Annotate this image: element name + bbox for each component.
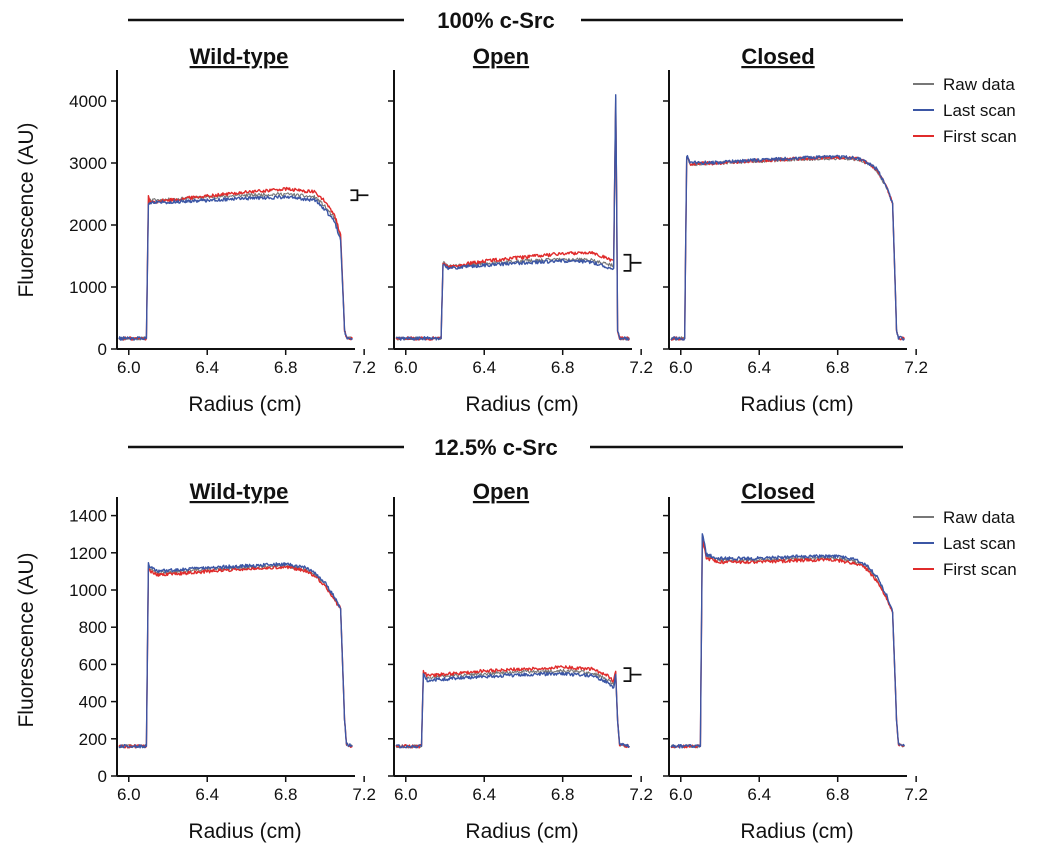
- x-tick-label: 6.8: [551, 785, 575, 804]
- series-line: [671, 155, 905, 341]
- y-tick-label: 800: [79, 618, 107, 637]
- group-header-bottom: 12.5% c-Src: [128, 435, 903, 460]
- scan-range-bracket: [350, 189, 369, 202]
- legend-label: Last scan: [943, 101, 1016, 120]
- x-tick-label: 7.2: [352, 358, 376, 377]
- x-axis-label: Radius (cm): [188, 393, 301, 416]
- series-line: [395, 94, 630, 341]
- y-tick-label: 600: [79, 655, 107, 674]
- series-line: [395, 668, 630, 749]
- series-line: [670, 533, 906, 749]
- panel-title: Wild-type: [190, 44, 289, 69]
- group-title: 12.5% c-Src: [434, 435, 558, 460]
- y-axis-label: Fluorescence (AU): [15, 552, 38, 727]
- legend-top: Raw data Last scan First scan: [913, 75, 1017, 146]
- series-line: [670, 536, 905, 749]
- x-tick-label: 6.4: [195, 785, 219, 804]
- y-tick-label: 1000: [69, 581, 107, 600]
- series-line: [118, 194, 353, 341]
- x-tick-label: 7.2: [904, 785, 928, 804]
- x-tick-label: 6.4: [195, 358, 219, 377]
- plot-panel: 6.0 6.4 6.8 7.2: [663, 70, 928, 377]
- plot-panel: 6.0 6.4 6.8 7.2: [388, 497, 653, 804]
- group-title: 100% c-Src: [437, 8, 554, 33]
- x-tick-label: 6.0: [117, 358, 141, 377]
- scan-range-bracket: [623, 253, 642, 272]
- group-header-top: 100% c-Src: [128, 8, 903, 33]
- x-tick-label: 6.8: [274, 785, 298, 804]
- legend-label: First scan: [943, 127, 1017, 146]
- y-tick-label: 1200: [69, 544, 107, 563]
- series-line: [395, 665, 630, 749]
- series-line: [118, 562, 353, 749]
- x-axis-label: Radius (cm): [188, 820, 301, 843]
- scan-range-bracket: [623, 667, 642, 683]
- x-tick-label: 6.0: [394, 785, 418, 804]
- x-tick-label: 7.2: [352, 785, 376, 804]
- plot-panel: 6.0 6.4 6.8 7.2: [663, 497, 928, 804]
- y-tick-label: 400: [79, 693, 107, 712]
- x-tick-label: 6.8: [274, 358, 298, 377]
- legend-label: Raw data: [943, 508, 1015, 527]
- y-tick-label: 200: [79, 730, 107, 749]
- x-tick-label: 6.0: [669, 358, 693, 377]
- y-axis-label: Fluorescence (AU): [15, 122, 38, 297]
- x-tick-label: 6.8: [551, 358, 575, 377]
- x-tick-label: 6.4: [747, 785, 771, 804]
- y-tick-label: 0: [98, 767, 107, 786]
- series-line: [670, 154, 906, 341]
- panel-title: Closed: [741, 44, 814, 69]
- x-tick-label: 7.2: [904, 358, 928, 377]
- legend-label: Last scan: [943, 534, 1016, 553]
- x-tick-label: 6.0: [669, 785, 693, 804]
- series-line: [118, 186, 353, 341]
- series-line: [670, 156, 905, 341]
- series-line: [118, 565, 353, 749]
- y-tick-label: 1400: [69, 507, 107, 526]
- panel-title: Open: [473, 44, 529, 69]
- y-tick-label: 3000: [69, 154, 107, 173]
- x-tick-label: 6.4: [472, 785, 496, 804]
- x-tick-label: 6.4: [747, 358, 771, 377]
- y-tick-label: 2000: [69, 216, 107, 235]
- panel-title: Wild-type: [190, 479, 289, 504]
- panel-title: Open: [473, 479, 529, 504]
- x-tick-label: 6.8: [826, 785, 850, 804]
- x-axis-label: Radius (cm): [740, 393, 853, 416]
- y-tick-label: 4000: [69, 92, 107, 111]
- x-tick-label: 6.0: [394, 358, 418, 377]
- legend-label: Raw data: [943, 75, 1015, 94]
- series-line: [395, 100, 631, 341]
- series-line: [395, 97, 630, 341]
- y-tick-label: 0: [98, 340, 107, 359]
- x-axis-label: Radius (cm): [465, 820, 578, 843]
- panel-title: Closed: [741, 479, 814, 504]
- series-line: [119, 563, 353, 749]
- series-line: [118, 192, 353, 341]
- y-tick-label: 1000: [69, 278, 107, 297]
- plot-panel: 6.0 6.4 6.8 7.2 0 200 400 600 800 1000 1200 1400: [69, 497, 376, 804]
- legend-bottom: Raw data Last scan First scan: [913, 508, 1017, 579]
- x-tick-label: 6.0: [117, 785, 141, 804]
- x-axis-label: Radius (cm): [740, 820, 853, 843]
- x-tick-label: 6.8: [826, 358, 850, 377]
- x-axis-label: Radius (cm): [465, 393, 578, 416]
- plot-panel: 6.0 6.4 6.8 7.2 0 1000 2000 3000 4000: [69, 70, 376, 377]
- legend-label: First scan: [943, 560, 1017, 579]
- x-tick-label: 7.2: [629, 785, 653, 804]
- x-tick-label: 6.4: [472, 358, 496, 377]
- plot-panel: 6.0 6.4 6.8 7.2: [388, 70, 653, 377]
- series-line: [396, 671, 630, 749]
- x-tick-label: 7.2: [629, 358, 653, 377]
